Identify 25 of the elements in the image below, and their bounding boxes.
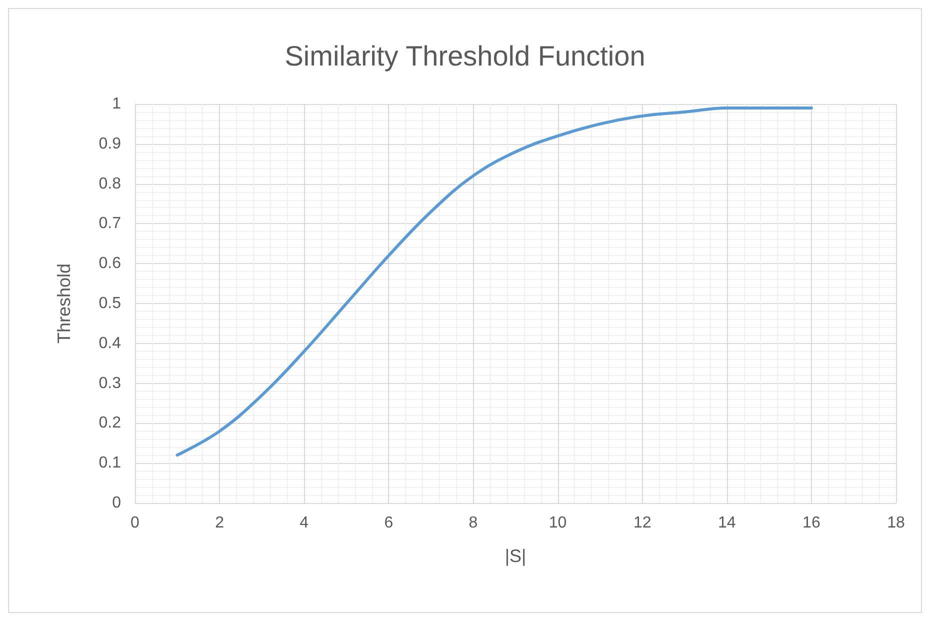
x-axis-title: |S| (504, 546, 526, 566)
y-tick-label: 0.7 (98, 215, 122, 232)
x-tick-label: 8 (468, 514, 478, 532)
y-tick-label: 0.9 (98, 135, 122, 152)
y-tick-label: 0.4 (98, 334, 122, 352)
x-tick-label: 12 (633, 514, 652, 532)
x-tick-label: 18 (887, 514, 905, 532)
y-tick-label: 0.8 (98, 175, 122, 192)
y-tick-label: 0.3 (98, 374, 122, 392)
x-tick-label: 0 (130, 514, 140, 532)
y-tick-label: 0.1 (98, 454, 122, 472)
y-tick-label: 0.2 (98, 414, 122, 432)
chart-title: Similarity Threshold Function (284, 40, 646, 72)
x-tick-label: 6 (384, 514, 394, 532)
x-tick-label: 14 (718, 514, 736, 532)
y-tick-label: 0 (112, 494, 122, 512)
x-tick-label: 16 (802, 514, 820, 532)
y-tick-label: 0.6 (98, 255, 122, 272)
y-axis-title: Threshold (54, 263, 74, 344)
x-tick-label: 4 (300, 514, 309, 532)
y-tick-label: 1 (112, 96, 122, 112)
x-tick-label: 2 (215, 514, 224, 532)
x-tick-label: 10 (548, 514, 567, 532)
y-tick-label: 0.5 (98, 295, 122, 312)
line-series (176, 106, 813, 457)
